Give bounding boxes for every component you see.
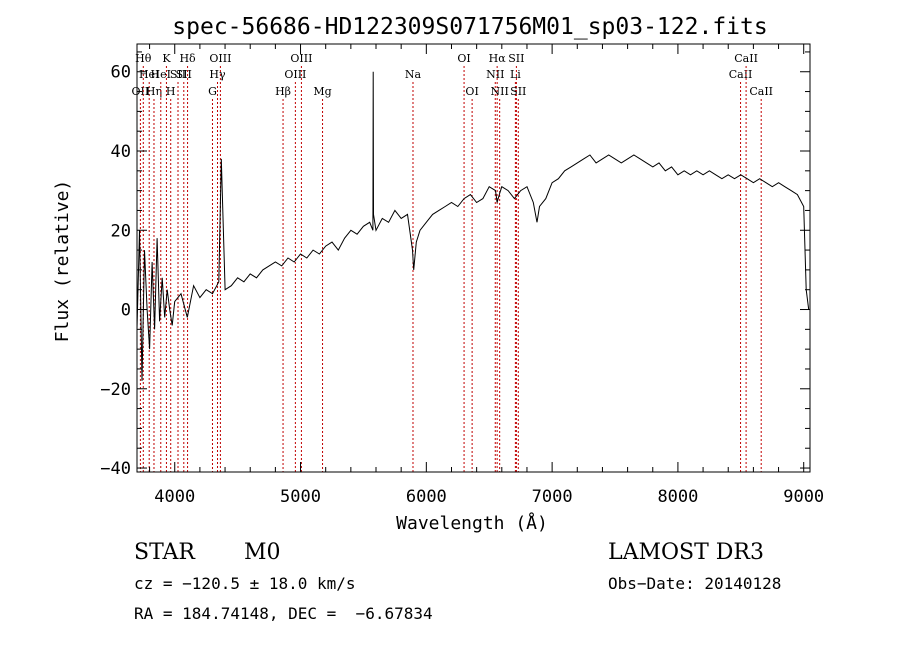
plot-frame bbox=[136, 43, 811, 473]
line-marker-label: SII bbox=[510, 85, 526, 98]
x-tick-label: 9000 bbox=[783, 487, 824, 507]
line-marker-label: Hη bbox=[146, 85, 162, 98]
object-class: STAR bbox=[134, 540, 195, 565]
line-marker-label: K bbox=[162, 52, 171, 65]
y-axis-label: Flux (relative) bbox=[52, 180, 73, 343]
line-marker-label: H bbox=[166, 85, 176, 98]
x-tick-label: 6000 bbox=[406, 487, 447, 507]
line-marker-label: OIII bbox=[290, 52, 312, 65]
y-tick-label: 0 bbox=[121, 301, 131, 321]
subclass: M0 bbox=[244, 540, 281, 565]
line-marker-label: Hα bbox=[489, 52, 507, 65]
x-tick-label: 8000 bbox=[657, 487, 698, 507]
x-axis-ticks: 4000 5000 6000 7000 8000 9000 bbox=[149, 44, 824, 507]
line-marker-label: HeI bbox=[151, 68, 171, 81]
line-marker-label: NII bbox=[491, 85, 509, 98]
line-marker-label: CaII bbox=[734, 52, 758, 65]
line-marker-label: NII bbox=[486, 68, 504, 81]
line-marker-label: OI bbox=[465, 85, 478, 98]
survey-name: LAMOST DR3 bbox=[608, 540, 764, 565]
line-markers: OIIHθHeIHηHeIKHSIIHδSIIGHγOIIIHβOIIIOIII… bbox=[132, 52, 773, 472]
line-marker-label: SII bbox=[508, 52, 524, 65]
chart-title: spec-56686-HD122309S071756M01_sp03-122.f… bbox=[172, 14, 767, 40]
line-marker-label: Mg bbox=[313, 85, 331, 98]
y-tick-label: 60 bbox=[111, 63, 131, 83]
line-marker-label: OIII bbox=[284, 68, 306, 81]
y-axis-ticks: −40 −20 0 20 40 60 bbox=[100, 51, 810, 479]
line-marker-label: SII bbox=[176, 68, 192, 81]
line-marker-label: Hγ bbox=[209, 68, 226, 81]
obs-date: Obs−Date: 20140128 bbox=[608, 574, 782, 593]
line-marker-label: Hθ bbox=[135, 52, 152, 65]
x-axis-label: Wavelength (Å) bbox=[396, 512, 548, 534]
line-marker-label: CaII bbox=[729, 68, 753, 81]
line-marker-label: Na bbox=[405, 68, 422, 81]
y-tick-label: 40 bbox=[111, 142, 131, 162]
y-tick-label: −20 bbox=[100, 380, 131, 400]
line-marker-label: OI bbox=[457, 52, 470, 65]
spectrum-line bbox=[136, 71, 810, 381]
line-marker-label: CaII bbox=[749, 85, 773, 98]
y-tick-label: 20 bbox=[111, 221, 131, 241]
line-marker-label: Hβ bbox=[275, 85, 291, 98]
x-tick-label: 4000 bbox=[154, 487, 195, 507]
x-tick-label: 7000 bbox=[532, 487, 573, 507]
line-marker-label: Hδ bbox=[179, 52, 196, 65]
x-tick-label: 5000 bbox=[280, 487, 321, 507]
coordinates: RA = 184.74148, DEC = −6.67834 bbox=[134, 604, 433, 623]
line-marker-label: SII bbox=[170, 68, 186, 81]
y-tick-label: −40 bbox=[100, 459, 131, 479]
line-marker-label: Li bbox=[510, 68, 521, 81]
redshift-value: cz = −120.5 ± 18.0 km/s bbox=[134, 574, 356, 593]
line-marker-label: G bbox=[208, 85, 217, 98]
line-marker-label: OIII bbox=[209, 52, 231, 65]
